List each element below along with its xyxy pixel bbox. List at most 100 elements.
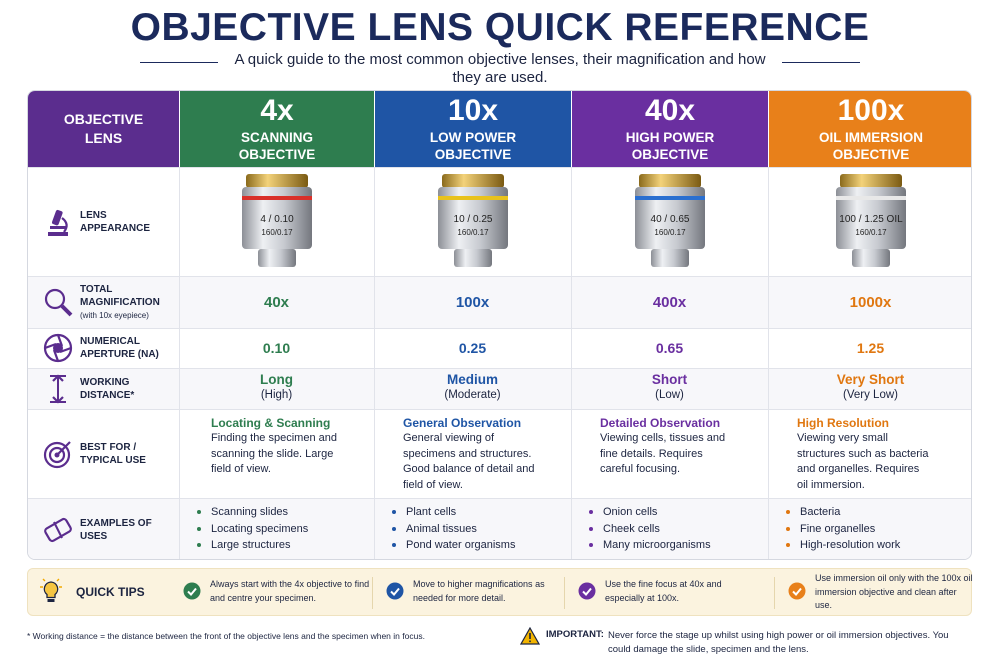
tip-text: Always start with the 4x objective to fi… <box>210 579 370 603</box>
example-item: High-resolution work <box>786 537 967 554</box>
lens-tip <box>851 249 890 267</box>
lens-tip <box>650 249 689 267</box>
bullet <box>589 543 593 548</box>
magnification: 10x <box>447 94 499 127</box>
column-divider <box>179 167 180 559</box>
row <box>28 328 971 368</box>
example-item: Many microorganisms <box>589 537 762 554</box>
working-distance-sub: (Low) <box>655 389 684 401</box>
row-icon <box>44 288 73 317</box>
row <box>28 498 971 559</box>
lens-body <box>835 187 906 249</box>
best-for-heading: General Observation <box>403 416 522 430</box>
lens-spec: 160/0.17 <box>261 228 293 237</box>
lens-body <box>634 187 705 249</box>
example-text: Pond water organisms <box>406 539 516 551</box>
working-distance-sub: (Moderate) <box>444 389 501 401</box>
check-icon <box>386 582 404 600</box>
lens-label: 4 / 0.10 <box>260 214 294 225</box>
bullet <box>392 543 396 548</box>
check-icon <box>578 582 596 600</box>
tips-label: QUICK TIPS <box>76 585 145 599</box>
row-label: TOTAL MAGNIFICATION (with 10x eyepiece) <box>80 276 176 328</box>
working-distance: Long (High) <box>179 371 374 403</box>
lens-image: 40 / 0.65 160/0.17 <box>634 174 705 267</box>
bullet <box>392 526 396 531</box>
total-magnification: 40x <box>263 293 290 311</box>
objective-name: LOW POWER OBJECTIVE <box>429 130 517 162</box>
bullet <box>197 526 201 531</box>
numerical-aperture: 1.25 <box>856 340 885 356</box>
working-distance-main: Medium <box>446 372 498 387</box>
example-item: Cheek cells <box>589 521 762 538</box>
example-item: Plant cells <box>392 504 565 521</box>
row-label-text: WORKING DISTANCE* <box>80 376 135 401</box>
best-for-text: General viewing of specimens and structu… <box>403 432 535 491</box>
bullet <box>786 543 790 548</box>
best-for: General Observation General viewing of sp… <box>403 415 550 493</box>
examples-list: Plant cells Animal tissues Pond water orga… <box>392 504 565 554</box>
working-distance-sub: (Very Low) <box>843 389 898 401</box>
total-magnification: 1000x <box>849 293 892 311</box>
row-label: BEST FOR / TYPICAL USE <box>80 409 176 498</box>
lens-image: 100 / 1.25 OIL 160/0.17 <box>835 174 906 267</box>
lens-label: 10 / 0.25 <box>453 214 492 225</box>
lens-cap <box>441 174 504 188</box>
tips-box: QUICK TIPS Always start with the 4x objec… <box>27 568 973 616</box>
column-divider <box>768 167 769 559</box>
example-item: Locating specimens <box>197 521 368 538</box>
tip-divider <box>372 577 373 609</box>
row-label: LENS APPEARANCE <box>80 167 176 276</box>
numerical-aperture: 0.10 <box>262 340 291 356</box>
bullet <box>197 543 201 548</box>
working-distance-main: Very Short <box>836 372 905 387</box>
bullet <box>392 510 396 515</box>
lens-band <box>634 196 705 200</box>
example-item: Animal tissues <box>392 521 565 538</box>
lens-band <box>241 196 312 200</box>
examples-list: Bacteria Fine organelles High-resolution w… <box>786 504 967 554</box>
bullet <box>589 526 593 531</box>
example-text: Plant cells <box>406 506 457 518</box>
lens-tip <box>453 249 492 267</box>
lens-cap <box>245 174 308 188</box>
total-magnification: 400x <box>652 293 687 311</box>
tip-divider <box>564 577 565 609</box>
lens-body <box>437 187 508 249</box>
example-text: High-resolution work <box>800 539 901 551</box>
lens-band <box>437 196 508 200</box>
column-header: 4x SCANNING OBJECTIVE <box>179 91 374 167</box>
example-item: Onion cells <box>589 504 762 521</box>
footnote: * Working distance = the distance betwee… <box>27 631 425 641</box>
magnification: 4x <box>260 94 294 127</box>
example-text: Fine organelles <box>800 522 876 535</box>
example-item: Fine organelles <box>786 521 967 538</box>
example-text: Cheek cells <box>603 522 660 535</box>
lens-image: 4 / 0.10 160/0.17 <box>241 174 312 267</box>
subtitle: A quick guide to the most common objecti… <box>234 51 766 86</box>
lens-image: 10 / 0.25 160/0.17 <box>437 174 508 267</box>
tip-divider <box>774 577 775 609</box>
important-text: Never force the stage up whilst using hi… <box>608 630 949 655</box>
row-icon <box>44 517 72 542</box>
example-text: Locating specimens <box>211 522 309 535</box>
row-label: WORKING DISTANCE* <box>80 368 176 409</box>
tip-text: Move to higher magnifications as needed … <box>413 579 545 603</box>
lens-spec: 160/0.17 <box>654 228 686 237</box>
example-text: Many microorganisms <box>603 539 711 551</box>
best-for: Locating & Scanning Finding the specimen … <box>211 415 356 478</box>
numerical-aperture: 0.65 <box>655 340 684 356</box>
tip-text: Use immersion oil only with the 100x oil… <box>815 573 973 610</box>
working-distance: Very Short (Very Low) <box>768 371 971 403</box>
working-distance-sub: (High) <box>260 389 293 401</box>
best-for: High Resolution Viewing very small struct… <box>797 415 952 493</box>
best-for-text: Finding the specimen and scanning the sl… <box>211 432 337 475</box>
row-label-note: (with 10x eyepiece) <box>80 310 149 320</box>
magnification: 100x <box>837 94 905 127</box>
example-item: Large structures <box>197 537 368 554</box>
row-icon <box>48 209 68 236</box>
objective-name: OIL IMMERSION OBJECTIVE <box>818 130 923 162</box>
lens-label: 100 / 1.25 OIL <box>839 214 903 225</box>
lens-label: 40 / 0.65 <box>650 214 689 225</box>
